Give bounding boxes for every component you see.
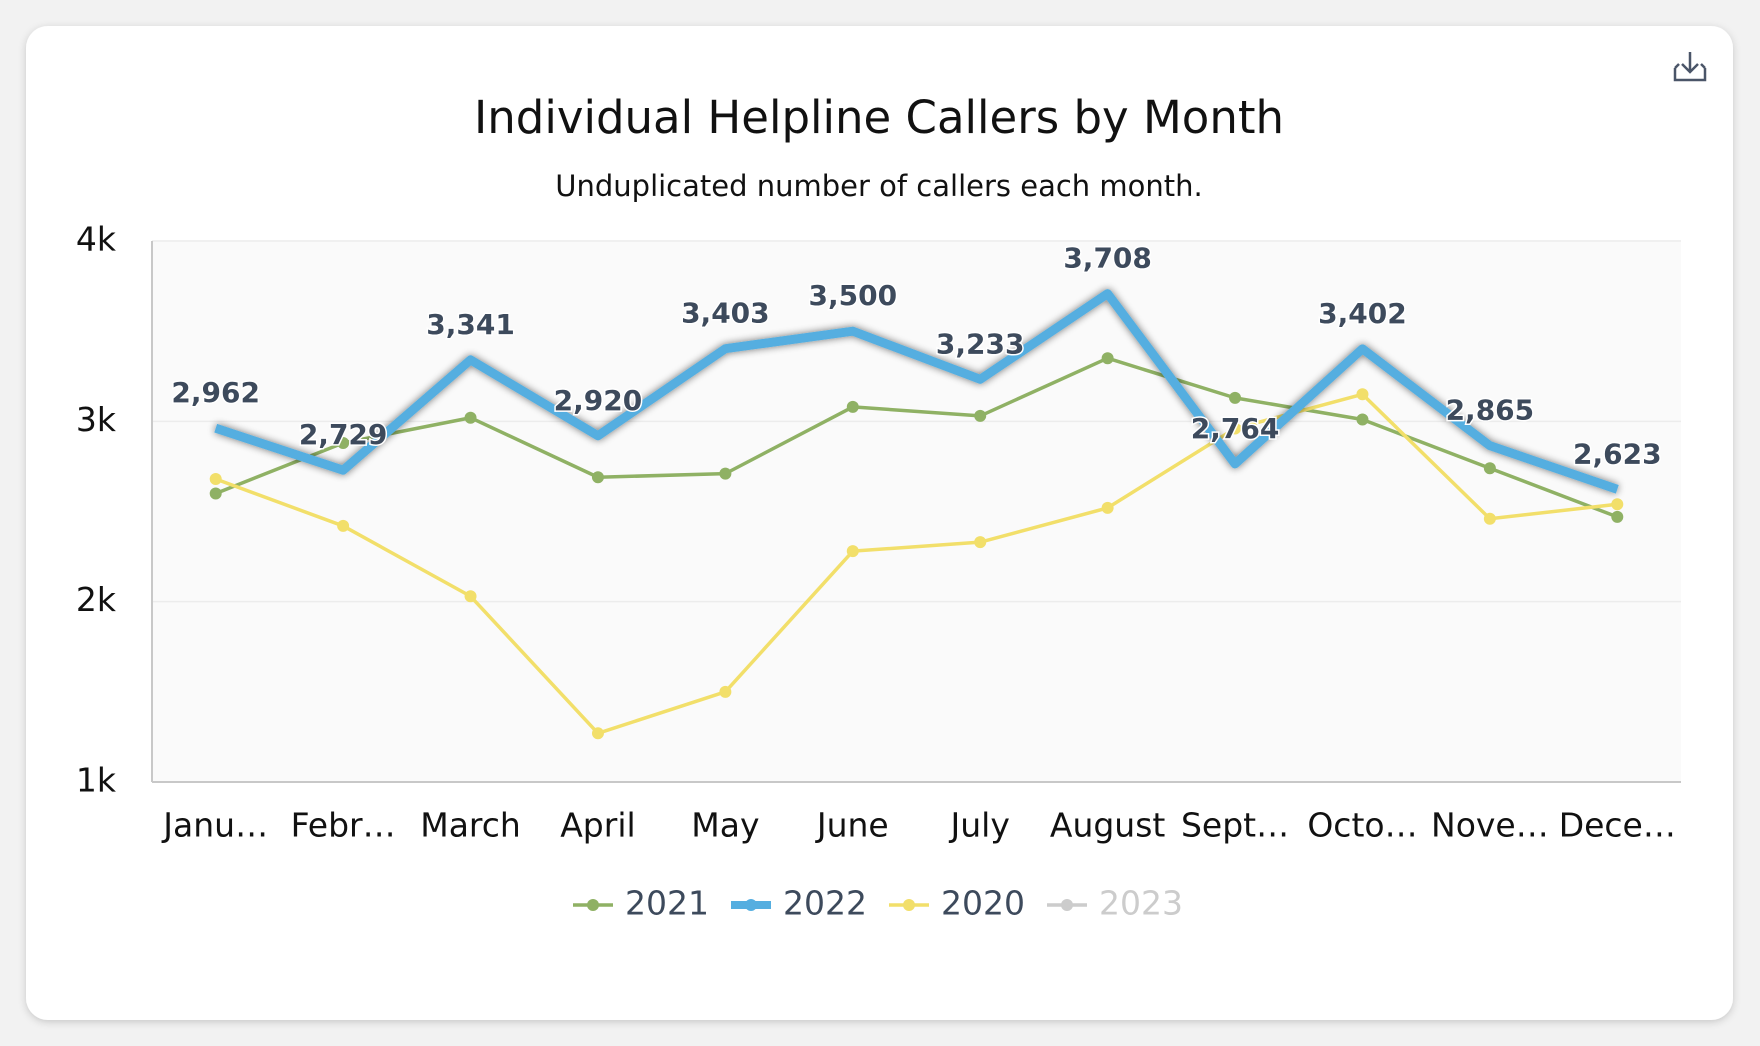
data-label: 3,708 [1063, 242, 1152, 275]
data-label: 3,500 [809, 279, 898, 312]
point [719, 467, 732, 480]
point [591, 727, 604, 740]
point [1229, 391, 1242, 404]
y-tick-label: 3k [76, 400, 117, 439]
x-tick-label: Febr… [291, 806, 396, 845]
point [464, 411, 477, 424]
x-tick-label: Sept… [1181, 806, 1289, 845]
x-tick-label: Dece… [1559, 806, 1676, 845]
point [1611, 510, 1624, 523]
point [464, 590, 477, 603]
data-label: 2,623 [1573, 437, 1662, 470]
x-tick-label: Octo… [1307, 806, 1417, 845]
legend-label[interactable]: 2020 [941, 884, 1025, 923]
point [1611, 498, 1624, 511]
legend-label[interactable]: 2023 [1099, 884, 1183, 923]
data-label: 2,962 [171, 376, 260, 409]
point [337, 519, 350, 532]
data-label: 3,341 [426, 308, 515, 341]
x-tick-label: April [560, 806, 635, 845]
point [1101, 352, 1114, 365]
point [1101, 501, 1114, 514]
data-label: 2,865 [1446, 394, 1535, 427]
chart-title: Individual Helpline Callers by Month [474, 91, 1284, 144]
x-tick-label: Janu… [161, 806, 268, 845]
data-label: 2,764 [1191, 412, 1280, 445]
point [209, 473, 222, 486]
data-label: 3,403 [681, 297, 770, 330]
point [591, 471, 604, 484]
series [209, 388, 1624, 740]
point [1483, 512, 1496, 525]
legend-symbol-dot [745, 899, 757, 911]
x-tick-label: June [815, 806, 889, 845]
point [1356, 388, 1369, 401]
point [846, 400, 859, 413]
y-tick-label: 4k [76, 220, 117, 259]
line [214, 289, 1619, 494]
series [214, 289, 1619, 494]
point [1229, 422, 1242, 435]
point [1483, 462, 1496, 475]
data-label: 2,729 [299, 418, 388, 451]
plot-background [152, 241, 1681, 782]
point [1356, 413, 1369, 426]
point [719, 685, 732, 698]
point [974, 409, 987, 422]
point [209, 487, 222, 500]
data-label: 3,233 [936, 327, 1025, 360]
line [215, 392, 1618, 736]
point [337, 436, 350, 449]
line [215, 356, 1618, 519]
y-tick-label: 1k [76, 761, 117, 800]
x-tick-label: August [1050, 806, 1166, 845]
download-button[interactable] [1673, 52, 1707, 82]
legend-symbol-dot [903, 899, 915, 911]
point [974, 536, 987, 549]
x-tick-label: Nove… [1431, 806, 1549, 845]
legend-symbol-dot [587, 899, 599, 911]
legend-label[interactable]: 2022 [783, 884, 867, 923]
data-label: 2,920 [554, 384, 643, 417]
x-tick-label: May [691, 806, 759, 845]
point [846, 545, 859, 558]
data-label: 3,402 [1318, 297, 1407, 330]
x-tick-label: March [420, 806, 521, 845]
legend-symbol-dot [1061, 899, 1073, 911]
legend-label[interactable]: 2021 [625, 884, 709, 923]
chart-subtitle: Unduplicated number of callers each mont… [555, 169, 1202, 203]
y-tick-label: 2k [76, 580, 117, 619]
x-tick-label: July [949, 806, 1010, 845]
series [209, 352, 1624, 523]
